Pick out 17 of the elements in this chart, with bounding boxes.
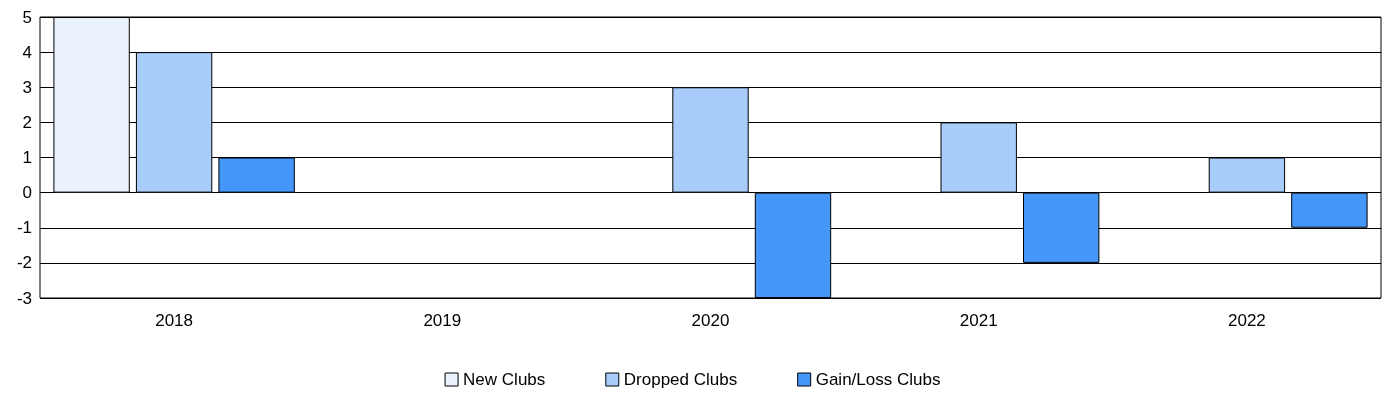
y-tick-label: 2 bbox=[22, 112, 32, 132]
x-tick-label: 2019 bbox=[423, 311, 462, 330]
x-tick-label: 2021 bbox=[959, 311, 998, 330]
legend-label: New Clubs bbox=[463, 370, 546, 389]
legend-label: Gain/Loss Clubs bbox=[815, 370, 941, 389]
x-tick-label: 2018 bbox=[155, 311, 194, 330]
x-tick-label: 2020 bbox=[691, 311, 730, 330]
y-tick-label: -1 bbox=[16, 218, 32, 238]
legend-label: Dropped Clubs bbox=[623, 370, 738, 389]
y-tick-label: -2 bbox=[16, 253, 32, 273]
y-tick-label: 3 bbox=[22, 77, 32, 97]
y-tick-label: 4 bbox=[22, 42, 32, 62]
x-tick-label: 2022 bbox=[1227, 311, 1266, 330]
y-tick-label: -3 bbox=[16, 288, 32, 308]
y-tick-label: 1 bbox=[22, 148, 32, 167]
y-tick-label: 5 bbox=[22, 7, 32, 27]
y-tick-label: 0 bbox=[22, 183, 32, 203]
